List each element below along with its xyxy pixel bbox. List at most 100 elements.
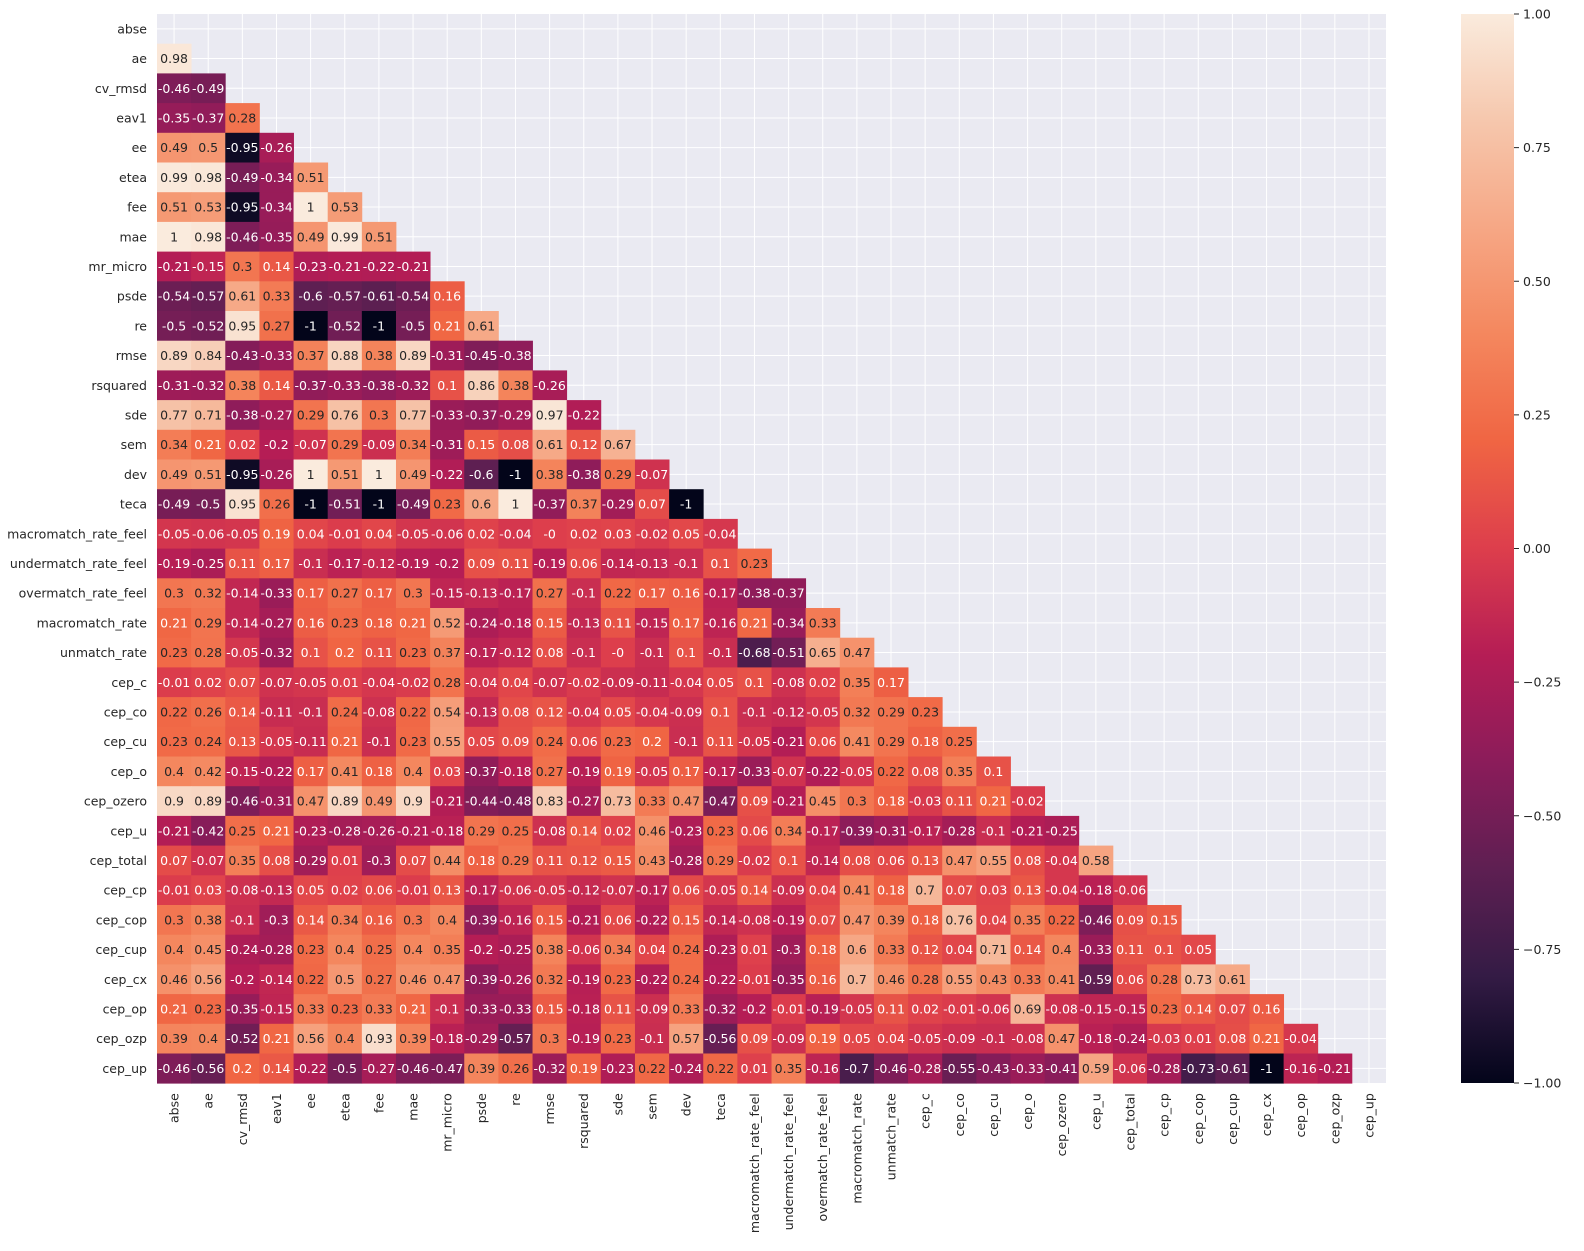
- heatmap-cell-rsquared-mr_micro: [430, 370, 465, 401]
- cell-value-label: 0.03: [433, 764, 461, 779]
- heatmap-cell-sem-ae: [191, 429, 226, 460]
- cell-value-label: 0.26: [194, 704, 222, 719]
- cell-value-label: -0.19: [533, 556, 565, 571]
- cell-value-label: -0.12: [499, 645, 531, 660]
- heatmap-cell-cep_total-sde: [600, 845, 636, 876]
- cell-value-label: 0.89: [194, 794, 222, 809]
- cell-value-label: -0: [612, 645, 625, 660]
- cell-value-label: 0.53: [331, 200, 359, 215]
- heatmap-cell-macromatch_rate_feel-sem: [634, 518, 670, 549]
- cell-value-label: 0.15: [1150, 912, 1178, 927]
- cell-value-label: -0.5: [401, 318, 425, 333]
- heatmap-cell-overmatch_rate_feel-mae: [395, 578, 431, 609]
- heatmap-cell-cep_co-cv_rmsd: [225, 697, 260, 728]
- cell-value-label: 0.34: [604, 942, 632, 957]
- heatmap-cell-macromatch_rate_feel-psde: [464, 518, 499, 549]
- cell-value-label: -0.14: [807, 853, 839, 868]
- cell-value-label: -0.02: [738, 853, 770, 868]
- cell-value-label: 0.41: [843, 883, 871, 898]
- cell-value-label: -0.3: [776, 942, 800, 957]
- cell-value-label: 0.39: [160, 1031, 188, 1046]
- y-tick-label-fee: fee: [127, 200, 147, 215]
- heatmap-cell-unmatch_rate-teca: [703, 637, 738, 668]
- cell-value-label: -0.08: [772, 675, 804, 690]
- heatmap-cell-cep_c-eav1: [259, 667, 294, 698]
- heatmap-cell-cep_co-macromatch_rate: [839, 697, 875, 728]
- heatmap-cell-cep_c-sde: [600, 667, 636, 698]
- heatmap-cell-cep_cx-rmse: [532, 964, 568, 995]
- heatmap-cell-cep_cu-cep_co: [942, 726, 977, 757]
- heatmap-cell-cep_cop-ae: [191, 905, 226, 936]
- cell-value-label: 0.47: [297, 794, 325, 809]
- colorbar-ticks: 1.00 0.75 0.50 0.25 0.00 −0.25 −0.50 −0.75 −1.00: [1514, 7, 1561, 1091]
- cell-value-label: 0.1: [779, 853, 799, 868]
- heatmap-cell-overmatch_rate_feel-dev: [669, 578, 704, 609]
- cell-value-label: 0.45: [194, 942, 222, 957]
- cell-value-label: 0.21: [160, 615, 188, 630]
- cell-value-label: 0.16: [672, 586, 700, 601]
- heatmap-cell-unmatch_rate-ae: [191, 637, 226, 668]
- heatmap-cell-cep_ozp-teca: [703, 1023, 738, 1054]
- heatmap-cell-cep_cp-teca: [703, 875, 738, 906]
- heatmap-cell-psde-cv_rmsd: [225, 281, 260, 312]
- heatmap-cell-cep_cu-psde: [464, 726, 499, 757]
- cell-value-label: -0.35: [158, 110, 190, 125]
- cell-value-label: 0.08: [1218, 1031, 1246, 1046]
- cell-value-label: -0.52: [329, 318, 361, 333]
- x-tick-label-rmse: rmse: [542, 1093, 557, 1125]
- heatmap-cell-cep_cup-macromatch_rate: [839, 934, 875, 965]
- cell-value-label: -0.28: [329, 823, 361, 838]
- heatmap-cell-cep_co-etea: [327, 697, 363, 728]
- heatmap-cell-cep_up-cep_c: [908, 1053, 943, 1084]
- heatmap-cell-cep_ozero-re: [498, 786, 533, 817]
- cell-value-label: 0.77: [160, 407, 188, 422]
- heatmap-cell-cep_co-psde: [464, 697, 499, 728]
- x-tick-label-mr_micro: mr_micro: [440, 1093, 455, 1152]
- heatmap-cell-cep_ozero-rmse: [532, 786, 568, 817]
- heatmap-cell-cep_co-undermatch_rate_feel: [771, 697, 807, 728]
- heatmap-cell-cep_cup-re: [498, 934, 533, 965]
- heatmap-cell-cep_ozero-rsquared: [566, 786, 602, 817]
- heatmap-cell-cep_op-ee: [293, 994, 329, 1025]
- heatmap-cell-cep_ozp-cep_o: [1010, 1023, 1046, 1054]
- cell-value-label: 0.23: [604, 972, 632, 987]
- heatmap-cell-cep_co-fee: [361, 697, 397, 728]
- cell-value-label: 0.1: [710, 556, 730, 571]
- cell-value-label: -0.04: [670, 675, 702, 690]
- heatmap-cell-cep_ozp-dev: [669, 1023, 704, 1054]
- cell-value-label: 0.05: [706, 675, 734, 690]
- cell-value-label: 0.98: [194, 170, 222, 185]
- heatmap-cell-cep_op-etea: [327, 994, 363, 1025]
- cell-value-label: 0.18: [809, 942, 837, 957]
- cell-value-label: -0.08: [1011, 1031, 1043, 1046]
- cell-value-label: -0.06: [499, 883, 531, 898]
- heatmap-cell-cep_up-rsquared: [566, 1053, 602, 1084]
- cell-value-label: 0.07: [399, 853, 427, 868]
- heatmap-cell-undermatch_rate_feel-ae: [191, 548, 226, 579]
- cell-value-label: -0.05: [158, 526, 190, 541]
- heatmap-cell-cep_ozero-fee: [361, 786, 397, 817]
- cell-value-label: 0.02: [809, 675, 837, 690]
- cell-value-label: -0.22: [807, 764, 839, 779]
- heatmap-cell-cep_up-cep_total: [1112, 1053, 1148, 1084]
- cell-value-label: -0.57: [192, 289, 224, 304]
- heatmap-cell-cep_u-ee: [293, 815, 329, 846]
- heatmap-cell-overmatch_rate_feel-fee: [361, 578, 397, 609]
- cell-value-label: -0.19: [807, 1001, 839, 1016]
- heatmap-cell-cep_u-ae: [191, 815, 226, 846]
- cell-value-label: 0.99: [160, 170, 188, 185]
- cell-value-label: 0.4: [437, 912, 457, 927]
- cell-value-label: 0.47: [945, 853, 973, 868]
- y-tick-label-psde: psde: [117, 289, 147, 304]
- cell-value-label: 0.3: [369, 407, 389, 422]
- heatmap-cell-cep_ozero-psde: [464, 786, 499, 817]
- cell-value-label: 0.29: [877, 704, 905, 719]
- heatmap-cell-cep_o-fee: [361, 756, 397, 787]
- heatmap-cell-cep_total-cep_cu: [976, 845, 1011, 876]
- colorbar-tick-label: −0.25: [1523, 675, 1561, 690]
- heatmap-cell-unmatch_rate-cv_rmsd: [225, 637, 260, 668]
- heatmap-cell-macromatch_rate_feel-teca: [703, 518, 738, 549]
- cell-value-label: 0.27: [365, 972, 393, 987]
- cell-value-label: -0.6: [469, 467, 493, 482]
- cell-value-label: 0.7: [915, 883, 935, 898]
